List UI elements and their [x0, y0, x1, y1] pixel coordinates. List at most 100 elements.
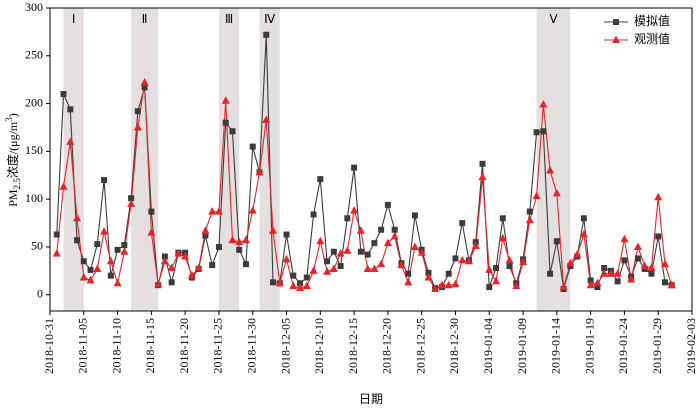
marker-square [661, 279, 668, 286]
marker-square [405, 270, 412, 277]
period-label: Ⅰ [72, 12, 76, 26]
marker-triangle [600, 269, 609, 277]
marker-triangle [532, 191, 541, 200]
marker-triangle [519, 257, 528, 266]
marker-triangle [498, 233, 507, 242]
marker-triangle [593, 278, 602, 287]
marker-triangle [667, 280, 676, 289]
marker-triangle [633, 242, 642, 250]
x-tick-label: 2018-12-20 [380, 318, 394, 374]
marker-square [533, 129, 540, 136]
marker-square [249, 143, 256, 150]
marker-triangle [573, 250, 582, 258]
marker-triangle [424, 273, 433, 281]
marker-triangle [255, 167, 264, 176]
marker-square [229, 128, 236, 135]
marker-triangle [660, 259, 669, 268]
marker-square [459, 220, 466, 227]
marker-triangle [492, 276, 501, 285]
marker-square [499, 215, 506, 222]
marker-triangle [208, 207, 217, 215]
marker-triangle [464, 256, 473, 265]
plot [52, 31, 676, 293]
marker-triangle [512, 281, 521, 290]
marker-triangle [444, 280, 453, 289]
marker-triangle [336, 249, 345, 257]
marker-triangle [559, 282, 568, 291]
marker-square [452, 255, 459, 262]
marker-square [580, 215, 587, 222]
marker-square [445, 270, 452, 277]
period-label: Ⅴ [549, 12, 558, 26]
marker-square [161, 253, 168, 260]
x-tick-label: 2019-01-14 [549, 318, 563, 374]
marker-triangle [127, 199, 136, 207]
marker-triangle [437, 280, 446, 289]
x-tick-label: 2018-12-05 [278, 318, 292, 374]
marker-triangle [86, 275, 95, 284]
marker-triangle [478, 172, 487, 181]
y-tick-label: 100 [25, 191, 43, 205]
marker-square [168, 279, 175, 286]
marker-square [330, 248, 337, 255]
marker-square [80, 258, 87, 265]
marker-square [547, 270, 554, 277]
marker-triangle [296, 283, 305, 292]
marker-triangle [228, 235, 237, 244]
y-tick-label: 0 [37, 287, 43, 301]
marker-triangle [329, 264, 338, 272]
marker-square [384, 201, 391, 208]
x-tick-label: 2018-11-15 [143, 318, 157, 374]
y-tick-label: 200 [25, 95, 43, 109]
marker-square [283, 231, 290, 238]
marker-triangle [586, 280, 595, 289]
marker-triangle [194, 263, 203, 271]
marker-square [263, 31, 270, 38]
marker-square [317, 176, 324, 183]
marker-triangle [174, 249, 183, 257]
marker-square [303, 274, 310, 281]
marker-triangle [525, 215, 534, 224]
marker-triangle [79, 273, 88, 281]
marker-square [634, 255, 641, 262]
marker-triangle [66, 137, 75, 145]
marker-triangle [350, 206, 359, 214]
marker-square [425, 269, 432, 276]
marker-square [621, 257, 628, 264]
period-band [536, 8, 571, 311]
marker-square [493, 264, 500, 271]
marker-triangle [147, 228, 156, 236]
marker-square [297, 280, 304, 287]
marker-square [67, 106, 74, 113]
marker-square [107, 272, 114, 279]
x-axis-label: 日期 [359, 392, 383, 406]
marker-triangle [154, 279, 163, 288]
marker-triangle [113, 278, 122, 287]
x-tick-label: 2019-01-09 [515, 318, 529, 374]
marker-triangle [390, 231, 399, 240]
marker-triangle [100, 227, 109, 235]
marker-square [202, 232, 209, 239]
y-tick-label: 50 [31, 239, 43, 253]
marker-triangle [606, 269, 615, 277]
marker-square [310, 211, 317, 218]
marker-square [613, 19, 619, 25]
marker-square [526, 208, 533, 215]
marker-triangle [316, 236, 325, 245]
marker-square [53, 231, 60, 238]
y-label-end: ) [6, 113, 20, 117]
y-label-sup: 3 [4, 117, 14, 122]
marker-square [378, 226, 385, 233]
marker-triangle [363, 264, 372, 272]
marker-square [614, 278, 621, 285]
marker-square [236, 246, 243, 253]
marker-triangle [248, 206, 257, 214]
marker-triangle [485, 265, 494, 273]
marker-triangle [160, 256, 169, 265]
marker-square [371, 240, 378, 247]
marker-square [94, 241, 101, 248]
x-tick-label: 2018-10-31 [42, 318, 56, 374]
marker-triangle [377, 259, 386, 268]
